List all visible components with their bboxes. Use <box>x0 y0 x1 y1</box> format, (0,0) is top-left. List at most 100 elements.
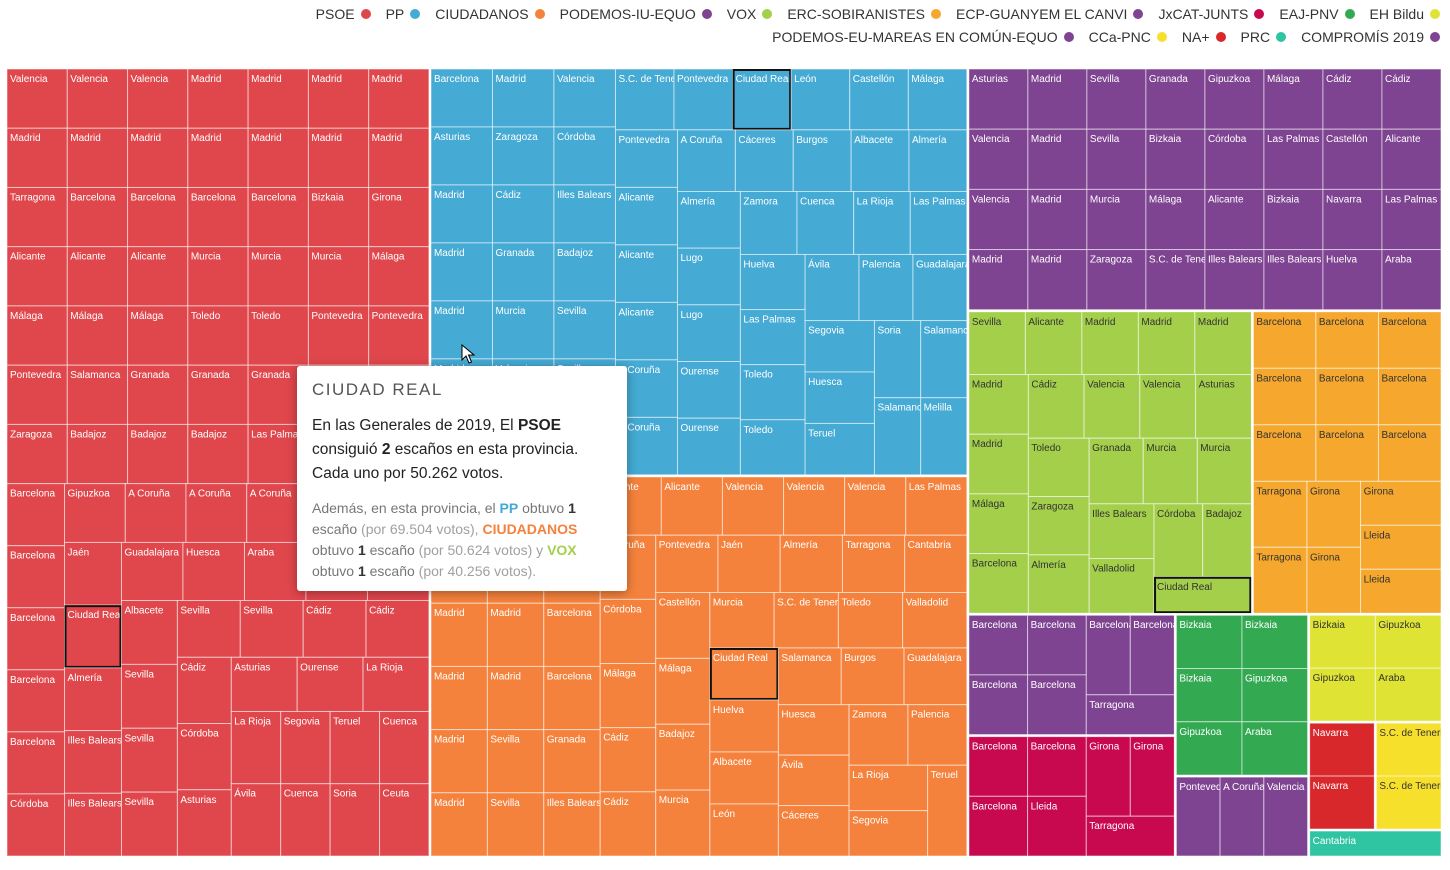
seat-cell[interactable]: Málaga <box>127 305 189 366</box>
seat-cell[interactable]: Cáceres <box>777 805 850 857</box>
seat-cell[interactable]: Cádiz <box>1322 68 1383 130</box>
seat-cell[interactable]: Gipuzkoa <box>64 483 126 543</box>
seat-cell[interactable]: Segovia <box>280 710 331 785</box>
seat-cell[interactable]: Pontevedra <box>673 68 734 131</box>
seat-cell[interactable]: S.C. de Tenerife <box>773 591 849 649</box>
seat-rect[interactable] <box>968 374 1029 435</box>
seat-rect[interactable] <box>1309 667 1376 722</box>
seat-cell[interactable]: Guadalajara <box>912 253 971 322</box>
seat-cell[interactable]: Huesca <box>777 704 850 756</box>
seat-rect[interactable] <box>187 423 249 485</box>
seat-rect[interactable] <box>6 186 68 248</box>
seat-rect[interactable] <box>790 68 851 131</box>
seat-rect[interactable] <box>1175 668 1243 723</box>
seat-cell[interactable]: Pontevedra <box>307 305 370 366</box>
seat-rect[interactable] <box>239 600 304 658</box>
seat-cell[interactable]: Melilla <box>920 397 968 476</box>
seat-cell[interactable]: Salamanca <box>920 320 974 399</box>
seat-cell[interactable]: Cádiz <box>1027 374 1085 439</box>
seat-cell[interactable]: Lleida <box>1360 568 1442 614</box>
seat-rect[interactable] <box>1088 503 1155 560</box>
seat-cell[interactable]: Barcelona <box>6 731 66 795</box>
seat-cell[interactable]: Córdoba <box>176 723 232 791</box>
seat-rect[interactable] <box>848 764 929 812</box>
seat-cell[interactable]: Palencia <box>907 704 968 766</box>
seat-cell[interactable]: Soria <box>873 320 922 399</box>
seat-cell[interactable]: Toledo <box>739 419 806 476</box>
seat-rect[interactable] <box>1027 674 1087 736</box>
seat-rect[interactable] <box>127 423 189 485</box>
seat-cell[interactable]: Cádiz <box>176 656 232 725</box>
seat-rect[interactable] <box>1145 68 1206 130</box>
seat-cell[interactable]: Tarragona <box>1252 480 1308 548</box>
seat-rect[interactable] <box>1139 374 1197 439</box>
seat-cell[interactable]: Madrid <box>307 68 370 129</box>
seat-cell[interactable]: Valencia <box>783 476 846 536</box>
seat-rect[interactable] <box>1027 188 1088 251</box>
seat-rect[interactable] <box>64 483 126 543</box>
seat-cell[interactable]: Bizkaia <box>1263 188 1324 251</box>
seat-rect[interactable] <box>1375 722 1442 777</box>
seat-rect[interactable] <box>1195 374 1252 439</box>
seat-cell[interactable]: Bizkaia <box>1145 128 1206 190</box>
seat-cell[interactable]: Ourense <box>676 417 741 476</box>
seat-cell[interactable]: Ourense <box>296 656 364 712</box>
seat-cell[interactable]: Alicante <box>1381 128 1442 190</box>
seat-rect[interactable] <box>676 247 741 306</box>
seat-cell[interactable]: La Rioja <box>848 764 929 812</box>
seat-cell[interactable]: Las Palmas <box>739 309 806 366</box>
legend-item[interactable]: COMPROMÍS 2019 <box>1301 29 1440 45</box>
seat-rect[interactable] <box>968 433 1029 495</box>
seat-cell[interactable]: La Rioja <box>230 710 282 785</box>
seat-rect[interactable] <box>709 751 779 805</box>
seat-cell[interactable]: Las Palmas <box>1381 188 1442 251</box>
seat-cell[interactable]: Málaga <box>599 663 657 729</box>
seat-cell[interactable]: Jaén <box>717 534 781 593</box>
legend-item[interactable]: CIUDADANOS <box>435 6 545 22</box>
seat-rect[interactable] <box>739 309 806 366</box>
seat-cell[interactable]: Salamanca <box>873 397 927 476</box>
seat-rect[interactable] <box>6 305 68 366</box>
seat-cell[interactable]: Madrid <box>968 433 1029 495</box>
seat-cell[interactable]: Madrid <box>491 68 555 128</box>
seat-rect[interactable] <box>1322 68 1383 130</box>
seat-rect[interactable] <box>120 727 178 793</box>
seat-cell[interactable]: Barcelona <box>6 669 66 733</box>
seat-cell[interactable]: Madrid <box>1027 68 1088 130</box>
seat-rect[interactable] <box>64 730 122 794</box>
seat-rect[interactable] <box>709 699 779 753</box>
seat-cell[interactable]: Asturias <box>968 68 1029 130</box>
seat-rect[interactable] <box>1204 188 1265 251</box>
legend-item[interactable]: EH Bildu <box>1370 6 1440 22</box>
seat-cell[interactable]: Málaga <box>66 305 129 366</box>
seat-rect[interactable] <box>709 647 779 701</box>
seat-rect[interactable] <box>1027 68 1088 130</box>
seat-cell[interactable]: Araba <box>1374 667 1442 722</box>
seat-cell[interactable]: Castellón <box>849 68 909 131</box>
seat-cell[interactable]: Badajoz <box>187 423 249 485</box>
seat-rect[interactable] <box>553 242 616 302</box>
seat-cell[interactable]: Cáceres <box>734 129 794 192</box>
seat-cell[interactable]: Córdoba <box>1204 128 1265 190</box>
seat-cell[interactable]: Tarragona <box>1085 694 1175 736</box>
seat-rect[interactable] <box>739 253 806 311</box>
seat-cell[interactable]: Madrid <box>486 665 545 731</box>
seat-cell[interactable]: Valencia <box>721 476 785 536</box>
seat-rect[interactable] <box>655 723 711 791</box>
seat-cell[interactable]: Granada <box>543 729 601 794</box>
seat-rect[interactable] <box>1027 496 1090 556</box>
seat-cell[interactable]: Barcelona <box>968 674 1029 736</box>
seat-rect[interactable] <box>379 710 430 785</box>
seat-cell[interactable]: Pontevedra <box>6 364 68 425</box>
seat-rect[interactable] <box>717 534 781 593</box>
seat-cell[interactable]: Gipuzkoa <box>1175 721 1243 776</box>
seat-rect[interactable] <box>1129 614 1175 696</box>
seat-rect[interactable] <box>614 301 678 361</box>
seat-rect[interactable] <box>176 789 232 857</box>
seat-cell[interactable]: Málaga <box>1263 68 1324 130</box>
seat-cell[interactable]: Las Palmas <box>909 190 968 255</box>
seat-rect[interactable] <box>6 545 66 609</box>
seat-cell[interactable]: Madrid <box>486 602 545 667</box>
seat-cell[interactable]: Bizkaia <box>1309 614 1376 669</box>
seat-cell[interactable]: Valladolid <box>1088 558 1155 614</box>
